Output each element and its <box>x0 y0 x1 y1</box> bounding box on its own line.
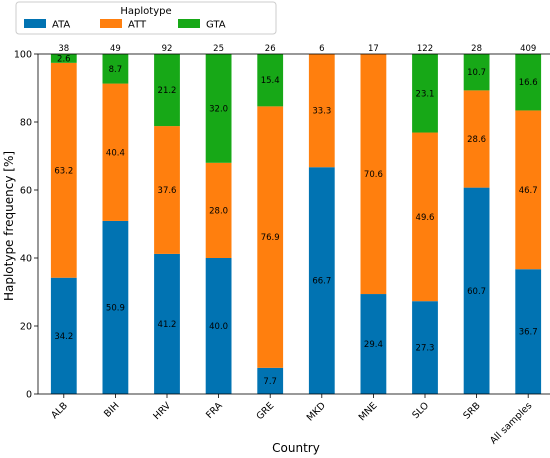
data-label: 28.0 <box>209 206 228 216</box>
x-tick-label: HRV <box>151 400 173 422</box>
sample-count-label: 26 <box>265 44 276 54</box>
data-label: 33.3 <box>312 107 331 117</box>
data-label: 40.4 <box>106 148 125 158</box>
data-label: 8.7 <box>109 65 123 75</box>
legend-swatch <box>178 19 200 28</box>
bar-segment <box>463 90 490 188</box>
plot-frame <box>37 53 550 395</box>
bar-segment <box>50 62 77 278</box>
data-label: 66.7 <box>312 277 331 287</box>
data-label: 60.7 <box>467 287 486 297</box>
data-label: 63.2 <box>54 166 73 176</box>
bar-segment <box>205 54 232 163</box>
data-label: 28.6 <box>467 135 486 145</box>
plot-area: 34.2 63.2 2.638 ALB 50.9 40.4 8.7 49 BIH 41.2 37.6… <box>14 44 550 447</box>
bar-segment <box>308 54 335 168</box>
x-axis-label: Country <box>272 441 320 455</box>
data-label: 15.4 <box>261 76 280 86</box>
sample-count-label: 122 <box>417 44 433 54</box>
y-tick-label: 80 <box>20 118 32 129</box>
legend-label: GTA <box>206 20 226 31</box>
bar-segment <box>154 54 180 127</box>
sample-count-label: 409 <box>520 44 536 54</box>
x-tick-label: All samples <box>488 400 534 446</box>
x-tick-label: ALB <box>49 400 70 421</box>
bar-segment <box>205 162 232 258</box>
x-tick-label: SLO <box>410 400 431 421</box>
data-label: 36.7 <box>519 328 538 338</box>
bar-segment <box>257 54 284 107</box>
bar-segment <box>102 83 129 221</box>
sample-count-label: 6 <box>319 44 324 54</box>
sample-count-label: 38 <box>58 44 69 54</box>
bar-segment <box>154 126 180 254</box>
data-label: 27.3 <box>416 344 435 354</box>
y-tick-label: 20 <box>20 322 32 333</box>
bar-segment <box>154 253 180 394</box>
bar-segment <box>412 301 438 394</box>
data-label: 76.9 <box>261 233 280 243</box>
bar-segment <box>515 110 542 270</box>
legend-label: ATA <box>52 20 70 31</box>
legend-title: Haplotype <box>120 6 171 17</box>
data-label: 10.7 <box>467 68 486 78</box>
bar-segment <box>257 367 284 394</box>
data-label: 41.2 <box>158 320 177 330</box>
legend: Haplotype ATA ATT GTA <box>15 1 277 35</box>
legend-label: ATT <box>128 20 147 31</box>
bar-segment <box>360 294 387 394</box>
data-label: 32.0 <box>209 104 228 114</box>
x-tick-label: BIH <box>102 400 121 419</box>
sample-count-label: 49 <box>110 44 121 54</box>
y-tick-label: 60 <box>20 186 32 197</box>
data-label: 7.7 <box>263 377 277 387</box>
bar-segment <box>515 54 542 111</box>
x-tick-label: GRE <box>254 400 276 422</box>
y-tick-label: 0 <box>26 390 32 401</box>
data-label: 23.1 <box>416 89 435 99</box>
data-label: 2.6 <box>57 54 71 64</box>
y-axis-label: Haplotype frequency [%] <box>2 151 16 301</box>
data-label: 37.6 <box>158 186 177 196</box>
sample-count-label: 17 <box>368 44 379 54</box>
bar-segment <box>412 54 438 133</box>
bar-segment <box>205 258 232 394</box>
x-tick-label: MNE <box>357 400 380 423</box>
data-label: 21.2 <box>158 86 177 96</box>
bar-segment <box>50 54 77 63</box>
bar-segment <box>308 167 335 394</box>
bar-segment <box>257 106 284 368</box>
x-tick-label: SRB <box>461 400 482 421</box>
sample-count-label: 25 <box>213 44 224 54</box>
y-tick-label: 100 <box>14 50 32 61</box>
sample-count-label: 92 <box>162 44 173 54</box>
bar-segment <box>102 54 129 84</box>
data-label: 46.7 <box>519 186 538 196</box>
data-label: 49.6 <box>416 213 435 223</box>
bar-segment <box>360 54 387 295</box>
sample-count-label: 28 <box>471 44 482 54</box>
bar-segment <box>412 132 438 302</box>
data-label: 29.4 <box>364 340 383 350</box>
x-tick-label: MKD <box>305 400 328 423</box>
data-label: 16.6 <box>519 78 538 88</box>
bar-segment <box>515 269 542 394</box>
x-tick-label: FRA <box>204 400 225 421</box>
y-tick-label: 40 <box>20 254 32 265</box>
legend-swatch <box>24 19 46 28</box>
bar-segment <box>102 220 129 394</box>
data-label: 34.2 <box>54 332 73 342</box>
bar-segment <box>463 187 490 394</box>
data-label: 50.9 <box>106 303 125 313</box>
bar-segment <box>50 277 77 394</box>
data-label: 70.6 <box>364 170 383 180</box>
data-label: 40.0 <box>209 322 228 332</box>
bar-segment <box>463 54 490 91</box>
legend-swatch <box>100 19 122 28</box>
legend-frame <box>15 1 277 35</box>
